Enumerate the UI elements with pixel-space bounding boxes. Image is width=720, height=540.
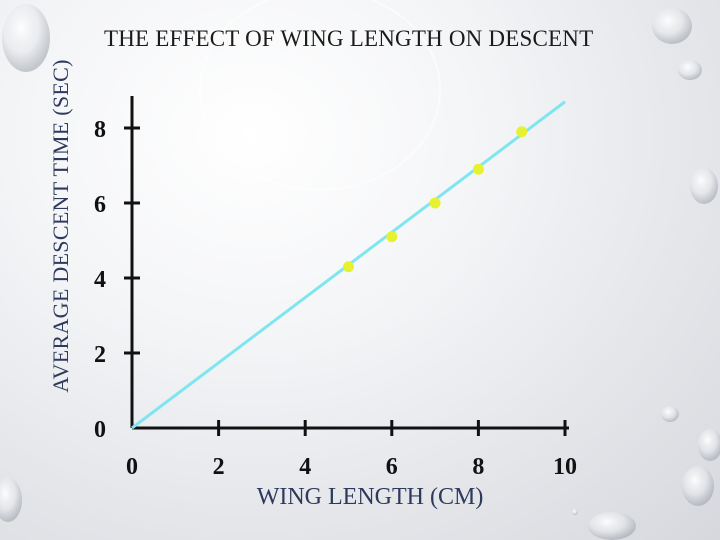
x-axis-label: WING LENGTH (CM) bbox=[256, 484, 484, 510]
data-point bbox=[472, 163, 484, 175]
x-tick-label: 4 bbox=[299, 454, 311, 480]
x-tick-label: 0 bbox=[126, 454, 138, 480]
y-tick-label: 8 bbox=[94, 117, 106, 143]
y-tick-label: 0 bbox=[94, 417, 106, 443]
data-point bbox=[386, 231, 398, 243]
y-tick-label: 4 bbox=[94, 267, 106, 293]
data-point bbox=[343, 261, 354, 273]
chart-title: THE EFFECT OF WING LENGTH ON DESCENT bbox=[104, 26, 594, 51]
y-tick-label: 2 bbox=[94, 342, 106, 368]
x-tick-label: 2 bbox=[213, 454, 225, 480]
data-point bbox=[516, 126, 528, 138]
y-tick-label: 6 bbox=[94, 192, 106, 218]
data-point bbox=[429, 197, 441, 209]
x-tick-label: 6 bbox=[386, 454, 398, 480]
x-tick-label: 8 bbox=[472, 454, 484, 480]
x-tick-label: 10 bbox=[553, 454, 577, 480]
